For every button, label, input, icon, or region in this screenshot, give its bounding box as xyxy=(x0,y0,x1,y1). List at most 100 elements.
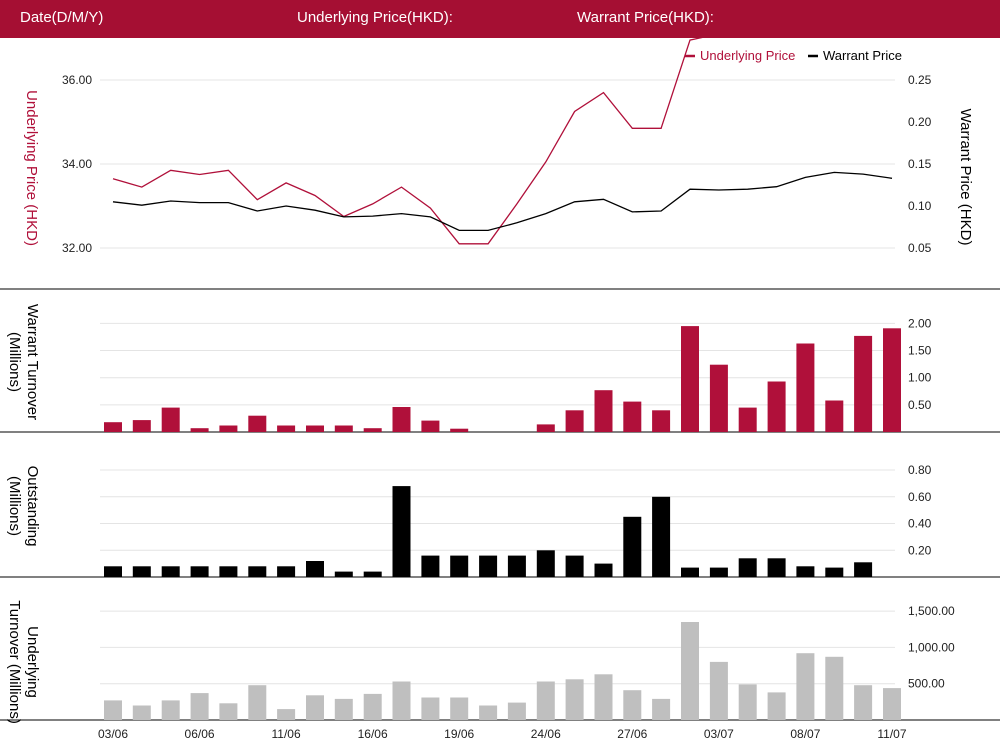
warrant-turnover-y-tick: 1.00 xyxy=(908,371,932,385)
outstanding-bar xyxy=(623,516,642,577)
warrant-turnover-bar xyxy=(306,425,324,432)
warrant-turnover-y-label-line2: (Millions) xyxy=(6,332,23,392)
y-tick-right: 0.10 xyxy=(908,199,932,213)
y-tick-right: 0.05 xyxy=(908,241,932,255)
y-tick-left: 34.00 xyxy=(62,157,92,171)
underlying-turnover-bar xyxy=(738,684,757,720)
warrant-turnover-bar xyxy=(623,401,642,432)
y-tick-right: 0.20 xyxy=(908,115,932,129)
underlying-turnover-bar xyxy=(854,685,873,720)
underlying-turnover-bar xyxy=(219,703,238,720)
warrant-turnover-bar xyxy=(421,420,440,432)
underlying-turnover-bar xyxy=(883,688,901,720)
outstanding-bar xyxy=(594,563,613,577)
outstanding-bar xyxy=(421,555,440,577)
x-tick-label: 03/07 xyxy=(704,727,734,741)
warrant-turnover-bar xyxy=(363,428,382,432)
warrant-turnover-bar xyxy=(536,424,555,432)
underlying-turnover-bar xyxy=(536,681,555,720)
outstanding-bar xyxy=(306,561,324,578)
outstanding-y-label-line1: Outstanding xyxy=(24,466,41,547)
outstanding-bar xyxy=(104,566,122,577)
outstanding-bar xyxy=(709,567,728,577)
warrant-turnover-y-label-line1: Warrant Turnover xyxy=(24,304,41,420)
x-tick-label: 27/06 xyxy=(617,727,647,741)
legend-label-underlying: Underlying Price xyxy=(700,48,795,63)
warrant-turnover-bar xyxy=(334,425,353,432)
underlying-turnover-bar xyxy=(565,679,584,720)
outstanding-bar xyxy=(161,566,180,577)
underlying-price-line xyxy=(112,38,703,245)
warrant-turnover-bar xyxy=(161,407,180,432)
warrant-turnover-bar xyxy=(709,364,728,432)
date-label: Date(D/M/Y) xyxy=(20,9,104,26)
warrant-turnover-bar xyxy=(392,407,411,432)
warrant-turnover-bar xyxy=(883,328,901,432)
underlying-turnover-y-tick: 1,500.00 xyxy=(908,604,955,618)
outstanding-bar xyxy=(507,555,526,577)
warrant-turnover-bar xyxy=(450,428,469,432)
x-tick-label: 08/07 xyxy=(790,727,820,741)
outstanding-bar xyxy=(738,558,757,577)
outstanding-bar xyxy=(825,567,844,577)
warrant-turnover-bar xyxy=(565,410,584,432)
underlying-turnover-bar xyxy=(796,653,815,720)
underlying-turnover-bar xyxy=(623,690,642,720)
warrant-turnover-bar xyxy=(854,335,873,432)
outstanding-bar xyxy=(190,566,209,577)
outstanding-bar xyxy=(219,566,238,577)
x-tick-label: 11/06 xyxy=(272,727,301,741)
outstanding-y-tick: 0.40 xyxy=(908,517,932,531)
warrant-turnover-bar xyxy=(796,343,815,432)
underlying-price-label: Underlying Price(HKD): xyxy=(297,9,453,26)
outstanding-bar xyxy=(392,486,411,578)
underlying-turnover-bar xyxy=(681,622,699,720)
outstanding-bar xyxy=(681,567,699,577)
charts-svg: 40.0038.0036.0034.0032.000.250.200.150.1… xyxy=(0,38,1000,741)
outstanding-y-tick: 0.80 xyxy=(908,463,932,477)
outstanding-y-tick: 0.20 xyxy=(908,543,932,557)
outstanding-bar xyxy=(450,555,469,577)
underlying-turnover-bar xyxy=(392,681,411,720)
outstanding-bar xyxy=(248,566,267,577)
x-tick-label: 06/06 xyxy=(185,727,215,741)
x-tick-label: 24/06 xyxy=(531,727,561,741)
underlying-turnover-bar xyxy=(104,700,122,720)
underlying-turnover-bar xyxy=(825,656,844,720)
underlying-turnover-y-label-line1: Underlying xyxy=(24,626,41,698)
underlying-turnover-bar xyxy=(652,698,671,720)
x-tick-label: 16/06 xyxy=(358,727,388,741)
underlying-turnover-y-tick: 500.00 xyxy=(908,677,945,691)
y-axis-label-right: Warrant Price (HKD) xyxy=(957,109,974,246)
outstanding-bar xyxy=(363,571,382,577)
underlying-turnover-bar xyxy=(421,697,440,720)
underlying-turnover-bar xyxy=(277,709,296,720)
underlying-turnover-bar xyxy=(594,674,613,720)
underlying-turnover-bar xyxy=(334,698,353,720)
outstanding-bar xyxy=(767,558,786,577)
header-bar: Date(D/M/Y) Underlying Price(HKD): Warra… xyxy=(0,0,1000,38)
underlying-turnover-bar xyxy=(132,705,151,720)
x-tick-label: 19/06 xyxy=(444,727,474,741)
warrant-turnover-y-tick: 0.50 xyxy=(908,398,932,412)
outstanding-y-label-line2: (Millions) xyxy=(6,476,23,536)
warrant-turnover-bar xyxy=(104,422,122,432)
underlying-turnover-bar xyxy=(709,661,728,720)
warrant-turnover-bar xyxy=(594,390,613,432)
outstanding-bar xyxy=(334,571,353,577)
warrant-turnover-bar xyxy=(767,381,786,432)
underlying-turnover-y-label-line2: Turnover (Millions) xyxy=(6,600,23,724)
warrant-turnover-bar xyxy=(190,428,209,432)
underlying-turnover-bar xyxy=(161,700,180,720)
legend-label-warrant: Warrant Price xyxy=(823,48,902,63)
warrant-turnover-bar xyxy=(681,326,699,432)
warrant-turnover-bar xyxy=(277,425,296,432)
warrant-turnover-bar xyxy=(825,400,844,432)
underlying-turnover-bar xyxy=(306,695,324,720)
underlying-turnover-y-tick: 1,000.00 xyxy=(908,640,955,654)
underlying-turnover-bar xyxy=(507,702,526,720)
warrant-turnover-bar xyxy=(219,425,238,432)
y-tick-left: 32.00 xyxy=(62,241,92,255)
underlying-turnover-bar xyxy=(248,685,267,720)
y-tick-right: 0.25 xyxy=(908,73,932,87)
